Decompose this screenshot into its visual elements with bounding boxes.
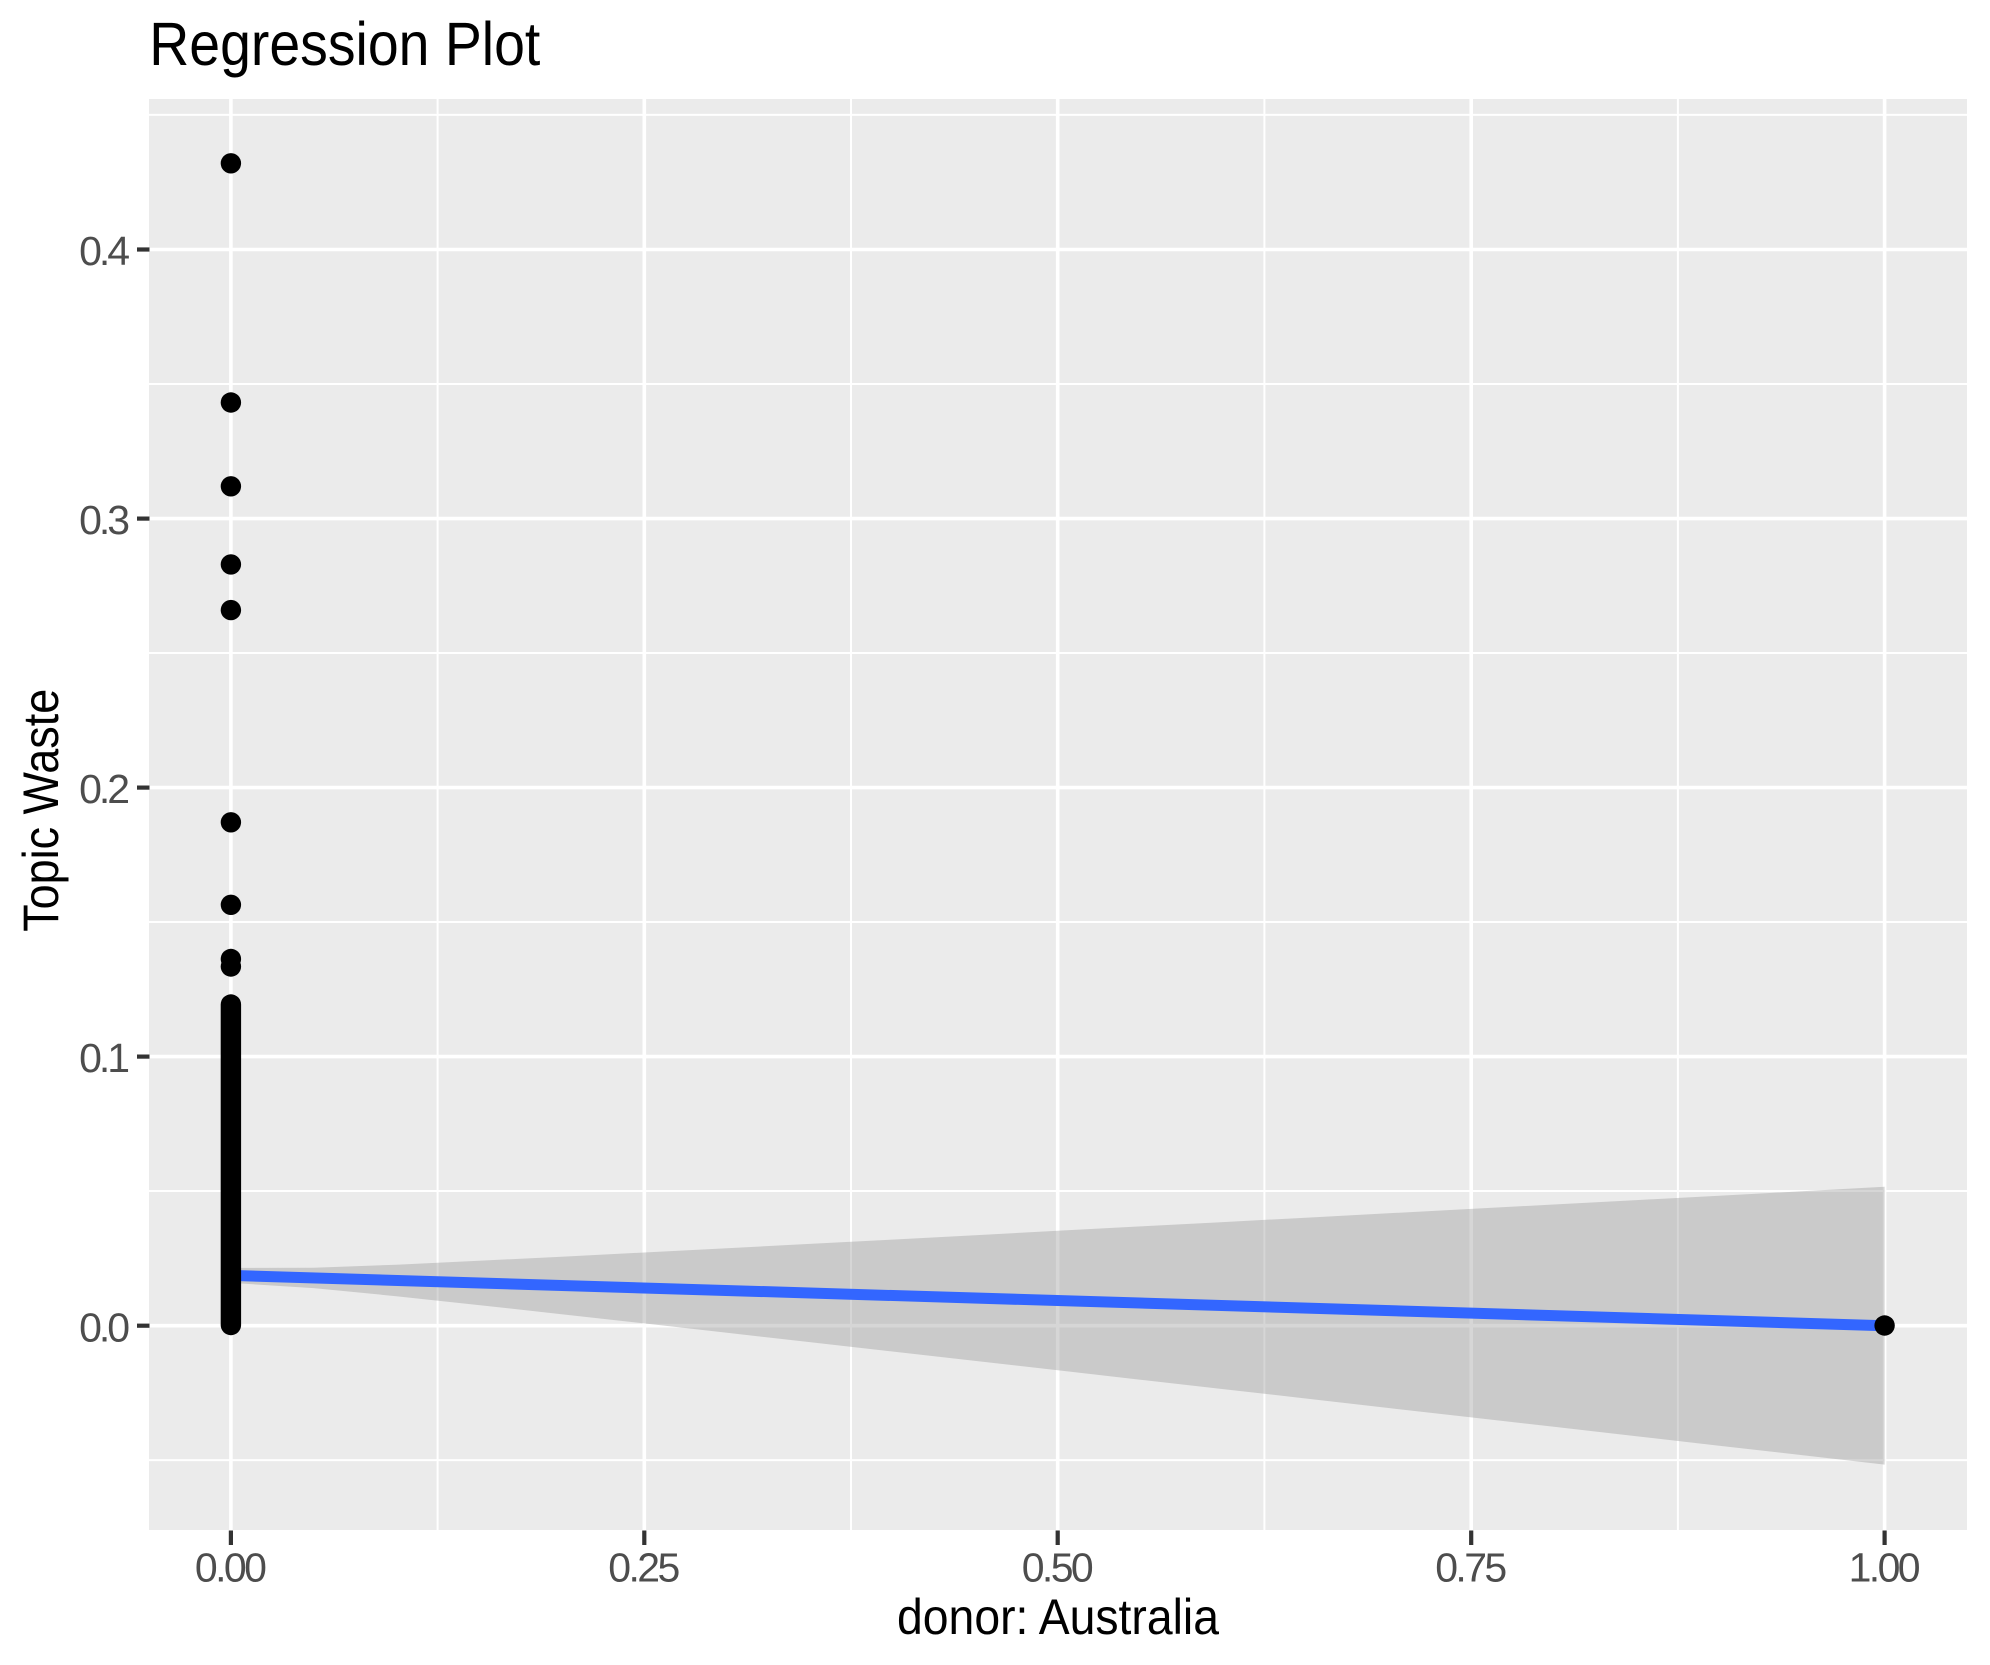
svg-text:0.3: 0.3 [79, 497, 130, 543]
svg-text:0.50: 0.50 [1022, 1545, 1094, 1591]
svg-text:0.0: 0.0 [79, 1304, 130, 1350]
svg-text:0.25: 0.25 [608, 1545, 680, 1591]
svg-text:0.00: 0.00 [195, 1545, 267, 1591]
svg-text:0.2: 0.2 [79, 766, 130, 812]
svg-text:1.00: 1.00 [1849, 1545, 1921, 1591]
svg-text:donor: Australia: donor: Australia [897, 1589, 1219, 1645]
svg-text:0.75: 0.75 [1435, 1545, 1507, 1591]
svg-text:0.1: 0.1 [79, 1035, 130, 1081]
svg-text:0.4: 0.4 [79, 228, 130, 274]
svg-text:Regression Plot: Regression Plot [149, 10, 540, 78]
svg-text:Topic Waste: Topic Waste [13, 689, 69, 932]
